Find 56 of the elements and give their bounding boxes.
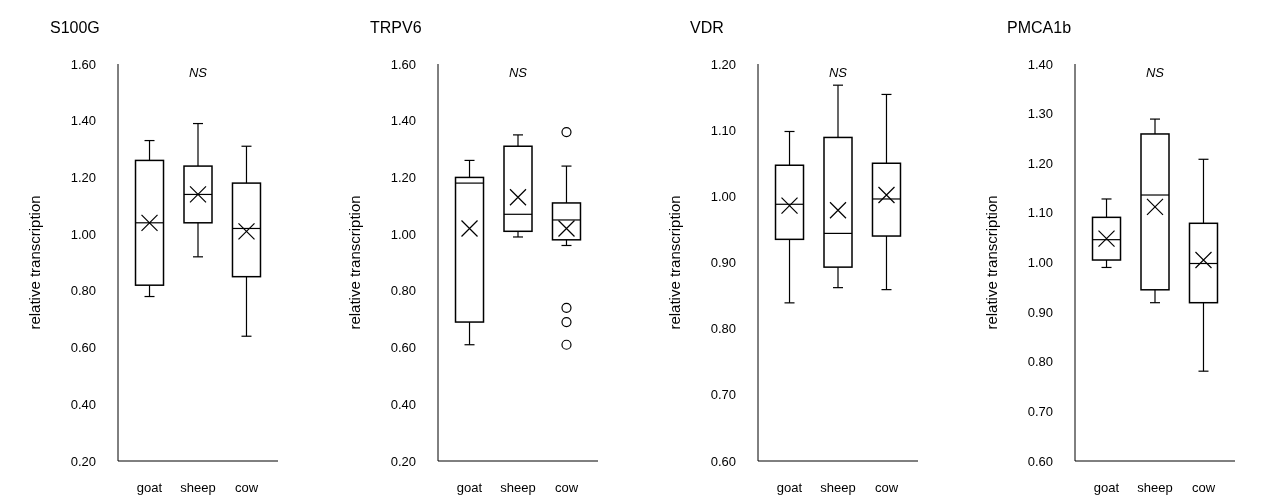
y-axis-title: relative transcription <box>346 195 363 330</box>
y-tick-label: 0.60 <box>390 340 416 356</box>
x-tick-label: sheep <box>1137 480 1173 495</box>
y-axis-title: relative transcription <box>983 195 1000 330</box>
y-tick-label: 1.10 <box>710 122 736 138</box>
chart-title: VDR <box>690 19 724 36</box>
y-tick-label: 0.80 <box>390 283 416 299</box>
x-tick-label: goat <box>456 480 483 495</box>
annotation: NS <box>508 65 528 80</box>
y-tick-label: 0.70 <box>710 387 736 403</box>
y-tick-label: 1.00 <box>1027 255 1053 271</box>
y-tick-label: 0.80 <box>70 283 96 299</box>
y-tick-label: 0.60 <box>70 340 96 356</box>
y-tick-label: 0.20 <box>70 453 96 469</box>
x-tick-label: cow <box>554 480 579 495</box>
chart-title: TRPV6 <box>370 19 422 36</box>
y-tick-label: 0.70 <box>1027 403 1053 419</box>
x-tick-label: goat <box>136 480 163 495</box>
y-tick-label: 1.20 <box>390 169 416 185</box>
y-axis-title: relative transcription <box>26 195 43 330</box>
y-tick-label: 0.60 <box>710 453 736 469</box>
y-tick-label: 0.60 <box>1027 453 1053 469</box>
y-tick-label: 1.40 <box>1027 56 1053 72</box>
x-tick-label: sheep <box>820 480 856 495</box>
x-tick-label: sheep <box>180 480 216 495</box>
annotation: NS <box>188 65 208 80</box>
y-tick-label: 1.30 <box>1027 106 1053 122</box>
y-tick-label: 0.90 <box>710 255 736 271</box>
y-tick-label: 0.20 <box>390 453 416 469</box>
y-tick-label: 1.40 <box>70 113 96 129</box>
y-tick-label: 0.80 <box>710 321 736 337</box>
y-tick-label: 1.60 <box>390 56 416 72</box>
y-tick-label: 1.60 <box>70 56 96 72</box>
x-tick-label: cow <box>234 480 259 495</box>
chart-title: S100G <box>50 19 100 36</box>
y-tick-label: 0.40 <box>390 396 416 412</box>
annotation: NS <box>1145 65 1165 80</box>
y-axis-title: relative transcription <box>666 195 683 330</box>
chart-title: PMCA1b <box>1007 19 1072 36</box>
y-tick-label: 1.00 <box>70 226 96 242</box>
annotation: NS <box>828 65 848 80</box>
y-tick-label: 1.20 <box>710 56 736 72</box>
x-tick-label: goat <box>776 480 803 495</box>
y-tick-label: 1.20 <box>1027 155 1053 171</box>
x-tick-label: goat <box>1093 480 1120 495</box>
y-tick-label: 1.00 <box>390 226 416 242</box>
y-tick-label: 0.80 <box>1027 354 1053 370</box>
x-tick-label: cow <box>874 480 899 495</box>
y-tick-label: 1.00 <box>710 188 736 204</box>
y-tick-label: 1.10 <box>1027 205 1053 221</box>
x-tick-label: cow <box>1191 480 1216 495</box>
y-tick-label: 1.20 <box>70 169 96 185</box>
x-tick-label: sheep <box>500 480 536 495</box>
y-tick-label: 0.40 <box>70 396 96 412</box>
y-tick-label: 0.90 <box>1027 304 1053 320</box>
y-tick-label: 1.40 <box>390 113 416 129</box>
